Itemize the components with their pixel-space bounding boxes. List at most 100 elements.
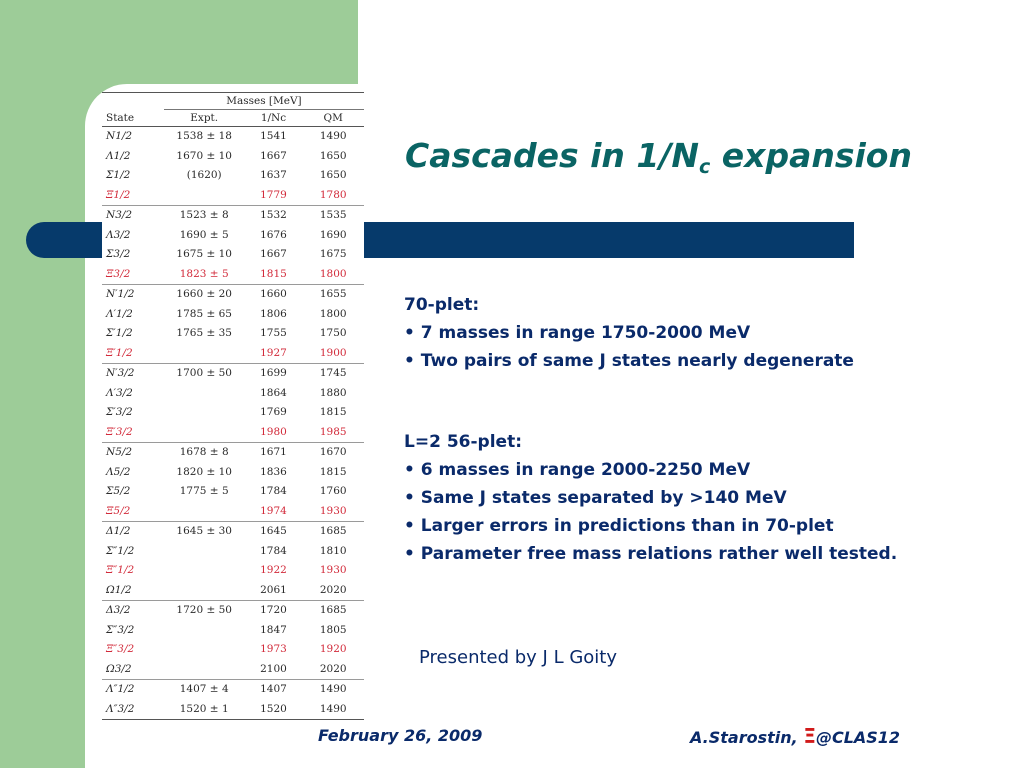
cell-nc: 1671 xyxy=(244,442,303,463)
cell-state: N3/2 xyxy=(102,205,164,226)
cell-expt: (1620) xyxy=(186,169,222,182)
cell-nc: 2061 xyxy=(260,583,287,596)
cell-state: Σ5/2 xyxy=(106,485,131,498)
cell-state: N′3/2 xyxy=(102,363,164,384)
cell-expt: 1690 ± 5 xyxy=(179,228,229,241)
table-row: Ω1/2 2061 2020 xyxy=(102,581,364,601)
table-row: Λ′1/2 1785 ± 65 1806 1800 xyxy=(102,305,364,325)
cell-state: Λ″1/2 xyxy=(102,679,164,700)
cell-state: Σ″3/2 xyxy=(106,623,135,636)
cell-expt xyxy=(164,621,245,641)
cell-state: Σ′1/2 xyxy=(106,327,133,340)
cell-nc: 1532 xyxy=(244,205,303,226)
cell-state: Σ3/2 xyxy=(106,248,131,261)
cell-qm: 1985 xyxy=(319,425,347,438)
cell-expt xyxy=(164,502,245,522)
cell-state: Λ′1/2 xyxy=(106,307,133,320)
cell-expt: 1765 ± 35 xyxy=(176,327,232,340)
cell-qm: 1650 xyxy=(319,169,347,182)
cell-qm: 2020 xyxy=(319,662,347,675)
table-row: Ξ′1/2 1927 1900 xyxy=(102,344,364,364)
footer-author: A.Starostin, Ξ@CLAS12 xyxy=(690,724,900,748)
cell-state: Ξ″1/2 xyxy=(106,564,135,577)
table-row: Λ″1/2 1407 ± 4 1407 1490 xyxy=(102,679,364,700)
cell-state: Ξ″3/2 xyxy=(106,643,135,656)
cell-state: Σ1/2 xyxy=(106,169,131,182)
table-row: Σ5/2 1775 ± 5 1784 1760 xyxy=(102,482,364,502)
masses-table-image: Masses [MeV] State Expt. 1/Nc QM N1/2 153… xyxy=(102,92,364,720)
cell-expt: 1520 ± 1 xyxy=(163,699,245,720)
table-row: Δ3/2 1720 ± 50 1720 1685 xyxy=(102,600,364,621)
cell-qm: 1535 xyxy=(302,205,364,226)
cell-state: Σ″1/2 xyxy=(106,544,135,557)
cell-expt: 1523 ± 8 xyxy=(163,205,245,226)
cell-state: Λ3/2 xyxy=(106,228,131,241)
cell-expt: 1785 ± 65 xyxy=(176,307,232,320)
cell-state: Ξ1/2 xyxy=(106,188,131,201)
cell-expt: 1538 ± 18 xyxy=(176,130,232,143)
cell-nc: 1660 xyxy=(244,284,303,305)
cell-state: Λ5/2 xyxy=(106,465,131,478)
cell-expt xyxy=(164,561,245,581)
cell-state: Ω3/2 xyxy=(106,662,132,675)
cell-expt: 1820 ± 10 xyxy=(176,465,232,478)
table-row: Ξ3/2 1823 ± 5 1815 1800 xyxy=(102,265,364,285)
title-main: Cascades in 1/N xyxy=(405,136,700,175)
table-caption: Masses [MeV] xyxy=(163,92,364,110)
table-row: Δ1/2 1645 ± 30 1645 1685 xyxy=(102,521,364,542)
cell-state: N′1/2 xyxy=(102,284,164,305)
cell-nc: 1922 xyxy=(260,564,287,577)
cell-qm: 1880 xyxy=(319,386,347,399)
cell-nc: 1973 xyxy=(260,643,287,656)
section-heading: L=2 56-plet: xyxy=(404,432,522,452)
cell-qm: 1900 xyxy=(319,346,347,359)
cell-qm: 1490 xyxy=(302,679,364,700)
table-row: Ξ1/2 1779 1780 xyxy=(102,186,364,206)
cell-nc: 1407 xyxy=(244,679,303,700)
cell-expt xyxy=(164,384,245,404)
cell-state: N5/2 xyxy=(102,442,164,463)
table-row: Ω3/2 2100 2020 xyxy=(102,660,364,680)
bullet-item: • Two pairs of same J states nearly dege… xyxy=(404,351,854,371)
table-row: N1/2 1538 ± 18 1541 1490 xyxy=(102,127,364,147)
cell-nc: 1667 xyxy=(260,248,287,261)
xi-symbol: Ξ xyxy=(803,724,816,748)
cell-state: Λ′3/2 xyxy=(106,386,133,399)
slide-title: Cascades in 1/Nc expansion xyxy=(405,136,912,178)
table-row: Σ1/2 (1620) 1637 1650 xyxy=(102,166,364,186)
cell-nc: 1784 xyxy=(260,485,287,498)
cell-state: Σ′3/2 xyxy=(106,406,133,419)
cell-qm: 1650 xyxy=(319,149,347,162)
cell-nc: 1836 xyxy=(260,465,287,478)
table-row: N3/2 1523 ± 8 1532 1535 xyxy=(102,205,364,226)
cell-expt xyxy=(164,186,245,206)
cell-nc: 2100 xyxy=(260,662,287,675)
footer-date: February 26, 2009 xyxy=(318,726,483,745)
cell-qm: 1800 xyxy=(319,307,347,320)
cell-nc: 1699 xyxy=(244,363,303,384)
cell-expt: 1700 ± 50 xyxy=(163,363,245,384)
cell-expt: 1775 ± 5 xyxy=(179,485,229,498)
cell-state: Λ″3/2 xyxy=(102,699,164,720)
cell-qm: 1670 xyxy=(302,442,364,463)
cell-nc: 1720 xyxy=(244,600,303,621)
cell-qm: 1815 xyxy=(319,465,347,478)
cell-state: Ω1/2 xyxy=(106,583,132,596)
cell-nc: 1637 xyxy=(260,169,287,182)
table-row: Ξ″3/2 1973 1920 xyxy=(102,640,364,660)
cell-nc: 1980 xyxy=(260,425,287,438)
bullet-item: • Larger errors in predictions than in 7… xyxy=(404,516,834,536)
table-row: Ξ5/2 1974 1930 xyxy=(102,502,364,522)
cell-qm: 1930 xyxy=(319,564,347,577)
cell-qm: 1750 xyxy=(319,327,347,340)
cell-nc: 1847 xyxy=(260,623,287,636)
cell-qm: 1745 xyxy=(302,363,364,384)
cell-expt xyxy=(164,403,245,423)
cell-nc: 1864 xyxy=(260,386,287,399)
table-row: Σ″1/2 1784 1810 xyxy=(102,542,364,562)
bullet-item: • Same J states separated by >140 MeV xyxy=(404,488,787,508)
footer-experiment: @CLAS12 xyxy=(815,728,901,747)
footer-author-name: A.Starostin, xyxy=(690,728,804,747)
cell-qm: 1490 xyxy=(302,699,364,720)
cell-expt xyxy=(164,423,245,443)
